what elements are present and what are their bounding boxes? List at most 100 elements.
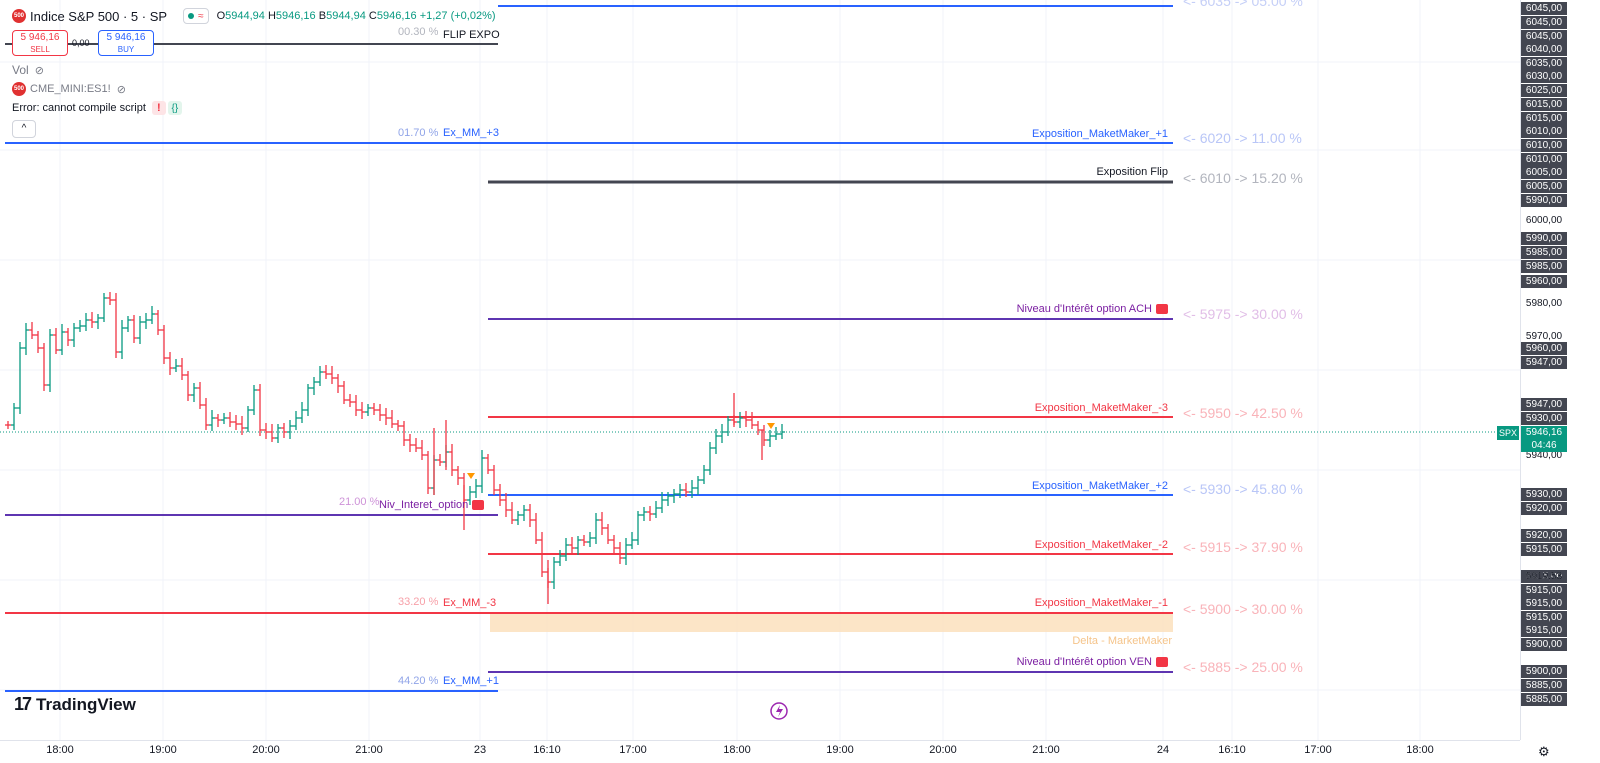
level-annotation-5915: <- 5915 -> 37.90 % bbox=[1183, 539, 1303, 555]
price-tag: 5915,00 bbox=[1521, 611, 1567, 624]
time-label: 17:00 bbox=[619, 744, 647, 756]
price-tag: 5920,00 bbox=[1521, 502, 1567, 515]
error-text: Error: cannot compile script bbox=[12, 102, 146, 114]
level-annotation-5930: <- 5930 -> 45.80 % bbox=[1183, 481, 1303, 497]
error-icon[interactable]: ! bbox=[151, 101, 166, 115]
hidden-eye-icon[interactable]: ⊘ bbox=[34, 64, 44, 77]
mm-minus3-label: Exposition_MaketMaker_-3 bbox=[1034, 402, 1168, 414]
lightning-icon bbox=[770, 702, 788, 720]
price-tag: 6010,00 bbox=[1521, 139, 1567, 152]
tradingview-logo[interactable]: 17 TradingView bbox=[14, 694, 136, 715]
price-tag: 5947,00 bbox=[1521, 356, 1567, 369]
level-annotation-6035: <- 6035 -> 05.00 % bbox=[1183, 0, 1303, 9]
price-tag: 5930,00 bbox=[1521, 412, 1567, 425]
symbol-title[interactable]: Indice S&P 500 · 5 · SP bbox=[30, 8, 168, 24]
hidden-eye-icon[interactable]: ⊘ bbox=[116, 83, 126, 96]
flip-expo-pct: 00.30 % bbox=[398, 26, 439, 38]
current-price: 5946,16 bbox=[1525, 427, 1563, 438]
time-label: 17:00 bbox=[1304, 744, 1332, 756]
price-tag: 5885,00 bbox=[1521, 693, 1567, 706]
time-label: 16:10 bbox=[1218, 744, 1246, 756]
ex-mm-plus1-pct: 44.20 % bbox=[398, 675, 439, 687]
status-pill[interactable]: ≈ bbox=[183, 8, 209, 24]
cme-logo-icon: 500 bbox=[12, 82, 26, 96]
collapse-legend-button[interactable]: ^ bbox=[12, 120, 36, 138]
level-annotation-6010: <- 6010 -> 15.20 % bbox=[1183, 170, 1303, 186]
time-axis[interactable] bbox=[0, 740, 1520, 763]
price-tag: 5947,00 bbox=[1521, 398, 1567, 411]
price-tag: 6045,00 bbox=[1521, 30, 1567, 43]
cme-indicator[interactable]: 500 CME_MINI:ES1! ⊘ bbox=[12, 82, 126, 96]
price-tag: 5915,00 bbox=[1521, 597, 1567, 610]
magnet-icon bbox=[472, 500, 485, 511]
price-tag: 5900,00 bbox=[1521, 638, 1567, 651]
price-tag: 6045,00 bbox=[1521, 16, 1567, 29]
signal-marker bbox=[467, 473, 475, 479]
buy-button[interactable]: 5 946,16 BUY bbox=[98, 30, 154, 56]
niv-interet-pct: 21.00 % bbox=[339, 496, 380, 508]
market-open-dot-icon bbox=[188, 13, 195, 19]
time-label: 16:10 bbox=[533, 744, 561, 756]
current-price-tag: 5946,16 04:46 bbox=[1521, 426, 1567, 452]
price-tag: 5915,00 bbox=[1521, 543, 1567, 556]
symbol-legend[interactable]: 500 Indice S&P 500 · 5 · SP ≈ O5944,94 H… bbox=[12, 8, 496, 24]
price-tag: 6010,00 bbox=[1521, 153, 1567, 166]
price-tag: 6035,00 bbox=[1521, 57, 1567, 70]
time-label: 18:00 bbox=[723, 744, 751, 756]
spread-value: 0,00 bbox=[72, 38, 90, 48]
level-annotation-5900: <- 5900 -> 30.00 % bbox=[1183, 601, 1303, 617]
price-tag: 5985,00 bbox=[1521, 246, 1567, 259]
level-annotation-6020: <- 6020 -> 11.00 % bbox=[1183, 130, 1302, 146]
price-label: 5980,00 bbox=[1525, 298, 1563, 309]
sell-button[interactable]: 5 946,16 SELL bbox=[12, 30, 68, 56]
ex-mm-minus3-pct: 33.20 % bbox=[398, 596, 439, 608]
vol-label: Vol bbox=[12, 63, 29, 77]
price-tag: 6005,00 bbox=[1521, 180, 1567, 193]
price-tag: 6030,00 bbox=[1521, 70, 1567, 83]
sell-label: SELL bbox=[30, 45, 50, 54]
time-label: 24 bbox=[1156, 744, 1170, 756]
ex-mm-plus3-pct: 01.70 % bbox=[398, 127, 439, 139]
chart-canvas[interactable] bbox=[0, 0, 1520, 740]
time-label: 23 bbox=[473, 744, 487, 756]
mm-plus2-label: Exposition_MaketMaker_+2 bbox=[1031, 480, 1168, 492]
price-tag: 6015,00 bbox=[1521, 98, 1567, 111]
ex-mm-plus3-label: Ex_MM_+3 bbox=[443, 127, 499, 139]
wave-icon: ≈ bbox=[198, 10, 204, 22]
bar-countdown: 04:46 bbox=[1531, 440, 1557, 451]
error-indicator[interactable]: Error: cannot compile script ! {} bbox=[12, 101, 182, 115]
buy-price: 5 946,16 bbox=[106, 32, 146, 43]
price-tag: 6045,00 bbox=[1521, 2, 1567, 15]
time-label: 21:00 bbox=[1032, 744, 1060, 756]
time-label: 18:00 bbox=[46, 744, 74, 756]
price-tag: 6005,00 bbox=[1521, 166, 1567, 179]
price-tag: 6025,00 bbox=[1521, 84, 1567, 97]
code-icon[interactable]: {} bbox=[167, 101, 182, 115]
mm-plus1-label: Exposition_MaketMaker_+1 bbox=[1031, 128, 1168, 140]
mm-minus1-label: Exposition_MaketMaker_-1 bbox=[1034, 597, 1168, 609]
time-label: 20:00 bbox=[929, 744, 957, 756]
ex-mm-minus3-label: Ex_MM_-3 bbox=[443, 597, 497, 609]
time-label: 18:00 bbox=[1406, 744, 1434, 756]
level-annotation-5950: <- 5950 -> 42.50 % bbox=[1183, 405, 1303, 421]
price-label: 6000,00 bbox=[1525, 215, 1563, 226]
vol-indicator[interactable]: Vol ⊘ bbox=[12, 63, 44, 77]
ven-label: Niveau d'Intérêt option VEN bbox=[1017, 656, 1168, 668]
time-label: 19:00 bbox=[149, 744, 177, 756]
magnet-icon bbox=[1156, 657, 1168, 668]
settings-gear-icon[interactable]: ⚙ bbox=[1538, 744, 1550, 759]
signal-marker bbox=[767, 423, 775, 429]
price-label: 5919,53 bbox=[1525, 571, 1563, 582]
price-tag: 6010,00 bbox=[1521, 125, 1567, 138]
niv-interet-label: Niv_Interet_option bbox=[379, 499, 485, 511]
flip-expo-label: FLIP EXPO bbox=[443, 29, 500, 41]
ex-mm-plus1-label: Ex_MM_+1 bbox=[443, 675, 499, 687]
price-tag: 6040,00 bbox=[1521, 43, 1567, 56]
grid bbox=[0, 0, 1520, 740]
mm-minus2-label: Exposition_MaketMaker_-2 bbox=[1034, 539, 1168, 551]
brand-name: TradingView bbox=[36, 694, 136, 714]
ohlc-values: O5944,94 H5946,16 B5944,94 C5946,16 +1,2… bbox=[216, 10, 496, 22]
price-label: 5970,00 bbox=[1525, 331, 1563, 342]
time-label: 19:00 bbox=[826, 744, 854, 756]
